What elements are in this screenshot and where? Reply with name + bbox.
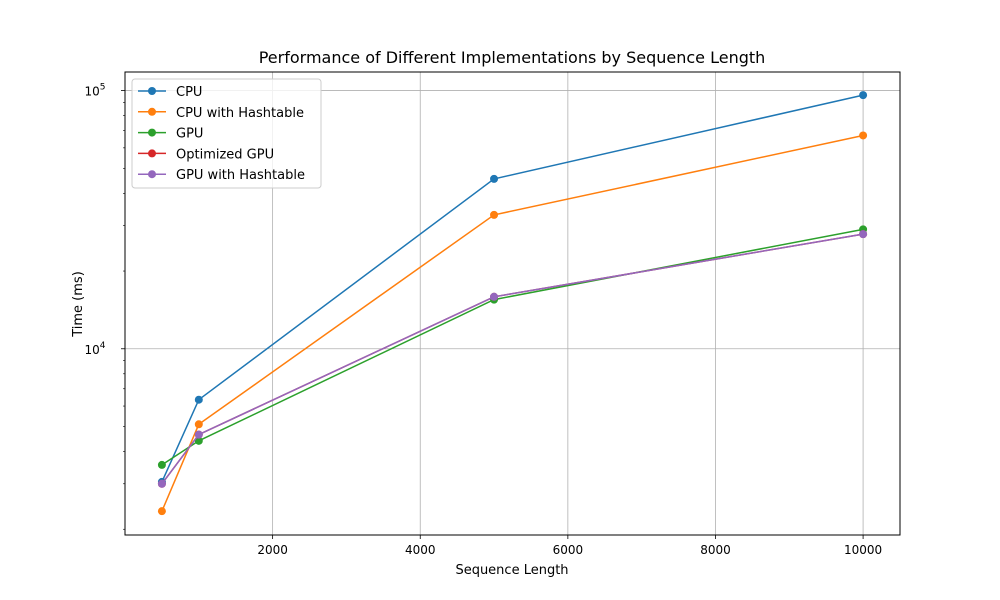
- legend-label: Optimized GPU: [176, 147, 274, 162]
- legend: CPU CPU with Hashtable GPU Optimized GPU GPU…: [131, 78, 322, 189]
- data-point: [490, 210, 499, 219]
- data-point: [194, 430, 203, 439]
- y-tick-label: 105: [84, 83, 105, 99]
- plot-frame: [124, 71, 901, 536]
- legend-item: CPU: [138, 85, 202, 100]
- data-point: [490, 174, 499, 183]
- series-1: [157, 131, 868, 516]
- y-axis-label: Time (ms): [71, 271, 86, 338]
- data-point: [194, 436, 203, 445]
- series-line: [161, 228, 864, 466]
- legend-item: GPU with Hashtable: [138, 168, 305, 183]
- x-tick-label: 10000: [844, 543, 882, 557]
- y-axis: 104 105: [84, 83, 125, 530]
- legend-swatch-marker: [148, 149, 156, 158]
- series-group: [157, 91, 868, 516]
- legend-label: GPU with Hashtable: [176, 168, 305, 183]
- series-line: [161, 134, 864, 512]
- legend-box: [131, 78, 322, 189]
- x-tick-label: 2000: [257, 543, 288, 557]
- legend-item: Optimized GPU: [138, 147, 274, 162]
- x-axis: 2000 4000 6000 8000 10000: [257, 535, 882, 557]
- data-point: [157, 460, 166, 469]
- data-point: [194, 420, 203, 429]
- x-tick-label: 4000: [405, 543, 436, 557]
- data-point: [194, 395, 203, 404]
- chart-title: Performance of Different Implementations…: [259, 48, 766, 67]
- legend-item: CPU with Hashtable: [138, 106, 304, 121]
- legend-label: CPU with Hashtable: [176, 106, 304, 121]
- legend-swatch-marker: [148, 128, 156, 137]
- data-point: [859, 131, 868, 140]
- x-axis-label: Sequence Length: [455, 563, 568, 578]
- data-point: [859, 230, 868, 239]
- series-line: [161, 94, 864, 483]
- legend-swatch-marker: [148, 107, 156, 116]
- data-point: [859, 91, 868, 100]
- legend-item: GPU: [138, 127, 203, 142]
- legend-label: GPU: [176, 127, 203, 142]
- series-4: [157, 230, 868, 488]
- x-tick-label: 8000: [700, 543, 731, 557]
- legend-label: CPU: [176, 85, 202, 100]
- legend-swatch-marker: [148, 87, 156, 95]
- data-point: [157, 479, 166, 488]
- data-point: [490, 292, 499, 301]
- legend-swatch-marker: [148, 170, 156, 179]
- data-point: [157, 507, 166, 516]
- series-line: [161, 233, 864, 485]
- y-tick-label: 104: [84, 341, 105, 357]
- x-tick-label: 6000: [553, 543, 584, 557]
